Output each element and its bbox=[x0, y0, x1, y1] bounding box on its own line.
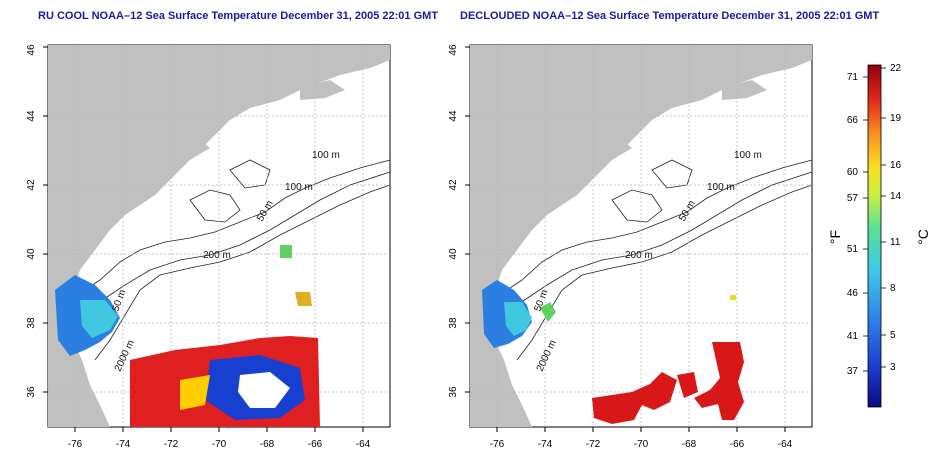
x-tick-label: -72 bbox=[586, 439, 601, 450]
sst-overlay bbox=[55, 245, 320, 427]
sst-overlay bbox=[482, 280, 744, 424]
contour-label: 200 m bbox=[625, 250, 653, 261]
celsius-tick: 8 bbox=[890, 283, 896, 294]
map-title-left: RU COOL NOAA–12 Sea Surface Temperature … bbox=[38, 10, 439, 22]
x-tick-label: -64 bbox=[778, 439, 793, 450]
colorbar-gradient bbox=[867, 64, 882, 408]
y-tick-label: 46 bbox=[26, 44, 37, 56]
land-mass bbox=[470, 45, 812, 427]
sst-map-left: 100 m 100 m 50 m 200 m 50 m 2000 m -76 -… bbox=[26, 44, 391, 450]
fahrenheit-tick: 71 bbox=[847, 72, 859, 83]
temperature-colorbar: 71 66 60 57 51 46 41 37 22 19 16 14 11 8… bbox=[827, 63, 931, 408]
y-tick-label: 44 bbox=[26, 110, 37, 122]
x-tick-label: -74 bbox=[116, 439, 131, 450]
celsius-tick: 14 bbox=[890, 191, 902, 202]
y-tick-label: 42 bbox=[26, 179, 37, 191]
sst-map-right: 100 m 100 m 50 m 200 m 50 m 2000 m -76 -… bbox=[448, 44, 813, 450]
y-tick-label: 42 bbox=[448, 179, 459, 191]
celsius-tick: 3 bbox=[890, 362, 896, 373]
y-axis: 36 38 40 42 44 46 bbox=[448, 44, 470, 398]
contour-label: 100 m bbox=[312, 150, 340, 161]
y-axis: 36 38 40 42 44 46 bbox=[26, 44, 48, 398]
contour-label: 100 m bbox=[285, 182, 313, 193]
fahrenheit-unit-label: °F bbox=[827, 230, 843, 244]
fahrenheit-tick: 41 bbox=[847, 331, 859, 342]
x-tick-label: -66 bbox=[308, 439, 323, 450]
x-tick-label: -70 bbox=[634, 439, 649, 450]
x-tick-label: -68 bbox=[260, 439, 275, 450]
fahrenheit-tick: 57 bbox=[847, 193, 859, 204]
celsius-tick: 5 bbox=[890, 330, 896, 341]
y-tick-label: 36 bbox=[448, 386, 459, 398]
celsius-tick: 16 bbox=[890, 160, 902, 171]
fahrenheit-tick: 60 bbox=[847, 167, 859, 178]
x-tick-label: -76 bbox=[68, 439, 83, 450]
x-tick-label: -66 bbox=[730, 439, 745, 450]
x-tick-label: -68 bbox=[682, 439, 697, 450]
land-mass bbox=[48, 45, 390, 427]
x-axis: -76 -74 -72 -70 -68 -66 -64 bbox=[68, 427, 371, 450]
x-tick-label: -74 bbox=[538, 439, 553, 450]
x-axis: -76 -74 -72 -70 -68 -66 -64 bbox=[490, 427, 793, 450]
celsius-tick: 11 bbox=[890, 237, 901, 248]
y-tick-label: 46 bbox=[448, 44, 459, 56]
x-tick-label: -70 bbox=[212, 439, 227, 450]
celsius-unit-label: °C bbox=[915, 229, 931, 245]
celsius-tick: 22 bbox=[890, 63, 902, 74]
fahrenheit-tick: 66 bbox=[847, 115, 859, 126]
celsius-tick: 19 bbox=[890, 113, 902, 124]
fahrenheit-tick: 51 bbox=[847, 244, 859, 255]
x-tick-label: -76 bbox=[490, 439, 505, 450]
x-tick-label: -72 bbox=[164, 439, 179, 450]
contour-lines bbox=[71, 159, 391, 361]
contour-label: 200 m bbox=[203, 250, 231, 261]
y-tick-label: 40 bbox=[26, 248, 37, 260]
fahrenheit-tick: 46 bbox=[847, 288, 859, 299]
contour-label: 100 m bbox=[734, 150, 762, 161]
contour-label: 100 m bbox=[707, 182, 735, 193]
y-tick-label: 40 bbox=[448, 248, 459, 260]
map-title-right: DECLOUDED NOAA–12 Sea Surface Temperatur… bbox=[460, 10, 880, 22]
y-tick-label: 38 bbox=[26, 317, 37, 329]
y-tick-label: 44 bbox=[448, 110, 459, 122]
x-tick-label: -64 bbox=[356, 439, 371, 450]
y-tick-label: 38 bbox=[448, 317, 459, 329]
fahrenheit-tick: 37 bbox=[847, 366, 859, 377]
y-tick-label: 36 bbox=[26, 386, 37, 398]
